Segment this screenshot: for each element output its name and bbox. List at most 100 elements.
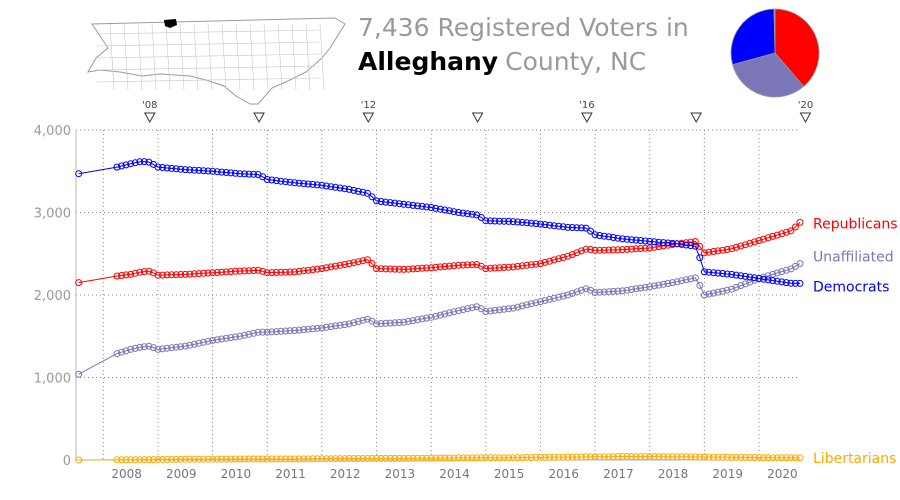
- data-point: [363, 189, 371, 197]
- data-point: [445, 262, 453, 270]
- data-point: [149, 456, 157, 464]
- data-point: [395, 265, 403, 273]
- pie-slice-republicans: [774, 8, 820, 87]
- alleghany-county-marker-icon: [164, 19, 177, 28]
- data-point: [172, 455, 180, 463]
- y-tick-label: 3,000: [34, 207, 71, 222]
- data-point: [546, 257, 554, 265]
- data-point: [505, 454, 513, 462]
- title-suffix: County, NC: [505, 47, 646, 76]
- data-point: [441, 454, 449, 462]
- data-point: [764, 234, 772, 242]
- data-point: [75, 456, 83, 464]
- data-point: [778, 268, 786, 276]
- data-point: [705, 290, 713, 298]
- data-point: [705, 268, 713, 276]
- data-point: [632, 453, 640, 461]
- data-point: [282, 178, 289, 186]
- data-point: [550, 294, 558, 302]
- data-point: [500, 217, 508, 225]
- data-point: [127, 270, 135, 278]
- data-point: [404, 201, 412, 209]
- data-point: [113, 456, 121, 464]
- data-point: [714, 453, 722, 461]
- data-point: [181, 342, 189, 350]
- data-point: [719, 246, 727, 254]
- data-point: [564, 223, 572, 231]
- data-point: [673, 453, 681, 461]
- data-point: [373, 320, 380, 328]
- data-point: [769, 454, 777, 462]
- data-point: [75, 170, 83, 178]
- election-label: '20: [798, 100, 813, 111]
- y-tick-label: 4,000: [34, 124, 71, 139]
- data-point: [327, 323, 335, 331]
- data-point: [241, 455, 248, 463]
- data-point: [309, 180, 317, 188]
- data-point: [514, 454, 522, 462]
- data-point: [204, 167, 212, 175]
- data-point: [559, 254, 567, 261]
- data-point: [641, 237, 649, 245]
- data-point: [322, 264, 330, 272]
- map-county-line: [207, 23, 213, 91]
- data-point: [195, 455, 203, 463]
- data-point: [609, 287, 617, 295]
- data-point: [336, 455, 344, 463]
- data-point: [482, 265, 490, 273]
- data-point: [382, 319, 390, 327]
- data-point: [354, 318, 362, 325]
- data-point: [664, 280, 672, 287]
- data-point: [181, 455, 189, 463]
- data-point: [118, 162, 125, 170]
- data-point: [500, 305, 508, 313]
- data-point: [231, 455, 239, 463]
- data-point: [159, 456, 166, 463]
- data-point: [564, 291, 572, 299]
- data-point: [596, 453, 604, 461]
- data-point: [318, 181, 326, 189]
- data-point: [382, 265, 390, 273]
- data-point: [782, 266, 790, 274]
- data-point: [723, 286, 731, 294]
- data-point: [409, 317, 417, 325]
- data-point: [655, 281, 663, 289]
- data-point: [345, 185, 353, 193]
- data-point: [455, 307, 462, 315]
- data-point: [163, 164, 171, 172]
- data-point: [573, 224, 581, 232]
- data-point: [295, 326, 303, 334]
- data-point: [496, 217, 503, 225]
- data-point: [700, 249, 708, 257]
- data-point: [623, 245, 631, 253]
- data-point: [313, 455, 321, 463]
- data-point: [286, 327, 294, 335]
- map-county-line: [235, 23, 241, 91]
- data-point: [136, 343, 144, 351]
- series-line: [78, 263, 801, 375]
- y-tick-label: 0: [63, 454, 71, 469]
- data-point: [537, 260, 544, 268]
- data-point: [582, 245, 590, 253]
- data-point: [400, 200, 408, 208]
- data-point: [427, 454, 435, 462]
- data-point: [291, 268, 299, 276]
- data-point: [455, 209, 462, 216]
- data-point: [304, 325, 312, 333]
- data-point: [213, 269, 221, 276]
- data-point: [300, 267, 308, 275]
- data-point: [628, 453, 635, 461]
- data-point: [609, 234, 617, 241]
- data-point: [714, 269, 722, 277]
- data-point: [564, 453, 572, 461]
- data-point: [414, 202, 421, 210]
- data-point: [746, 273, 754, 281]
- data-point: [541, 297, 549, 304]
- data-point: [404, 317, 412, 325]
- y-tick-label: 2,000: [34, 289, 71, 304]
- map-county-line: [277, 23, 283, 91]
- data-point: [145, 456, 153, 464]
- x-tick-label: 2018: [658, 467, 689, 481]
- data-point: [373, 197, 380, 205]
- map-county-line: [305, 23, 311, 91]
